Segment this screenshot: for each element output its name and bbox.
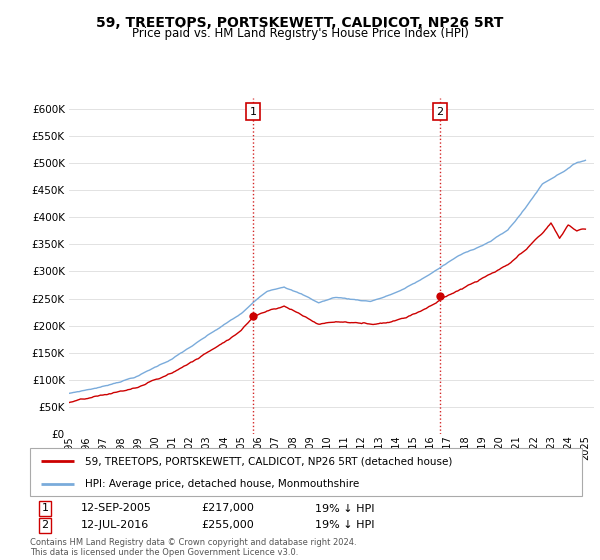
Text: 59, TREETOPS, PORTSKEWETT, CALDICOT, NP26 5RT: 59, TREETOPS, PORTSKEWETT, CALDICOT, NP2…: [97, 16, 503, 30]
Text: 19% ↓ HPI: 19% ↓ HPI: [315, 503, 374, 514]
Text: 19% ↓ HPI: 19% ↓ HPI: [315, 520, 374, 530]
Text: 12-JUL-2016: 12-JUL-2016: [81, 520, 149, 530]
Text: 1: 1: [41, 503, 49, 514]
Text: Contains HM Land Registry data © Crown copyright and database right 2024.
This d: Contains HM Land Registry data © Crown c…: [30, 538, 356, 557]
FancyBboxPatch shape: [30, 448, 582, 496]
Text: Price paid vs. HM Land Registry's House Price Index (HPI): Price paid vs. HM Land Registry's House …: [131, 27, 469, 40]
Text: 12-SEP-2005: 12-SEP-2005: [81, 503, 152, 514]
Text: 2: 2: [436, 106, 443, 116]
Text: £255,000: £255,000: [201, 520, 254, 530]
Text: 1: 1: [250, 106, 257, 116]
Text: 59, TREETOPS, PORTSKEWETT, CALDICOT, NP26 5RT (detached house): 59, TREETOPS, PORTSKEWETT, CALDICOT, NP2…: [85, 456, 452, 466]
Text: HPI: Average price, detached house, Monmouthshire: HPI: Average price, detached house, Monm…: [85, 479, 359, 489]
Text: £217,000: £217,000: [201, 503, 254, 514]
Text: 2: 2: [41, 520, 49, 530]
